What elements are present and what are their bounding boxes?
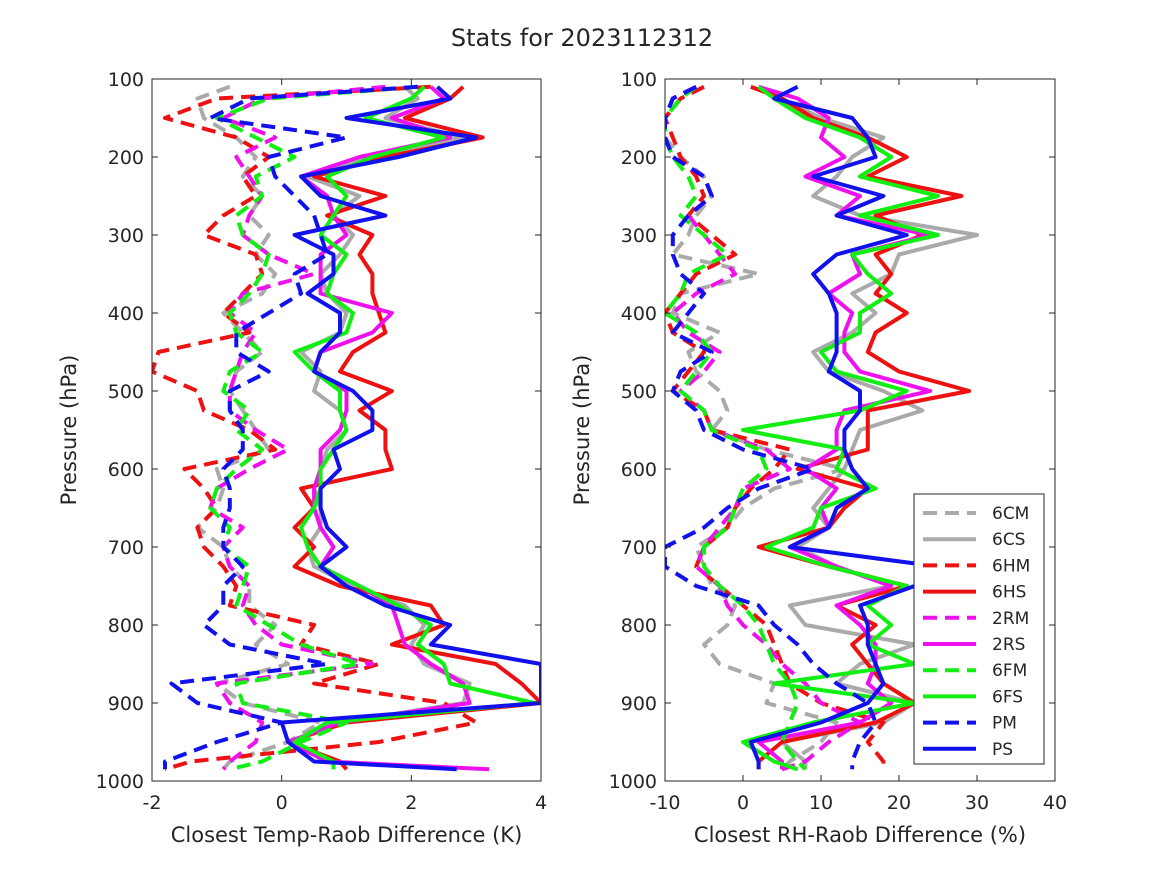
- y-tick-label-rh: 800: [621, 615, 657, 637]
- y-tick-label-rh: 300: [621, 225, 657, 247]
- legend-label-PM: PM: [992, 714, 1017, 734]
- x-axis-label-rh: Closest RH-Raob Difference (%): [694, 823, 1026, 847]
- y-tick-label-rh: 200: [621, 147, 657, 169]
- legend-label-6CS: 6CS: [992, 530, 1025, 550]
- legend-label-6FM: 6FM: [992, 661, 1027, 681]
- y-tick-label-rh: 600: [621, 459, 657, 481]
- y-tick-label-temp: 100: [108, 69, 144, 91]
- legend-label-6HM: 6HM: [992, 556, 1030, 576]
- x-tick-label-rh: -10: [649, 792, 680, 814]
- series-6HS-rh: [750, 84, 972, 770]
- legend-label-6CM: 6CM: [992, 504, 1029, 524]
- x-tick-label-rh: 0: [737, 792, 749, 814]
- x-tick-label-rh: 20: [887, 792, 911, 814]
- y-tick-label-temp: 200: [108, 147, 144, 169]
- y-tick-label-rh: 900: [621, 693, 657, 715]
- legend-label-PS: PS: [992, 740, 1013, 760]
- y-tick-label-rh: 1000: [609, 771, 657, 793]
- series-PM-temp: [163, 84, 418, 770]
- series-PM-rh: [665, 85, 878, 770]
- y-tick-label-rh: 700: [621, 537, 657, 559]
- y-tick-label-temp: 700: [108, 537, 144, 559]
- series-PS-temp: [279, 85, 541, 772]
- x-tick-label-temp: -2: [143, 792, 162, 814]
- y-tick-label-rh: 500: [621, 381, 657, 403]
- legend-label-2RS: 2RS: [992, 635, 1025, 655]
- y-tick-label-temp: 1000: [96, 771, 144, 793]
- legend-label-2RM: 2RM: [992, 609, 1029, 629]
- y-tick-label-rh: 400: [621, 303, 657, 325]
- series-6HS-temp: [286, 85, 541, 771]
- x-axis-label-temp: Closest Temp-Raob Difference (K): [171, 823, 523, 847]
- series-6FM-rh: [665, 85, 807, 771]
- y-tick-label-temp: 800: [108, 615, 144, 637]
- x-tick-label-temp: 2: [405, 792, 417, 814]
- y-tick-label-temp: 300: [108, 225, 144, 247]
- series-PS-rh: [748, 85, 940, 770]
- y-tick-label-temp: 600: [108, 459, 144, 481]
- legend-label-6FS: 6FS: [992, 687, 1023, 707]
- x-tick-label-rh: 40: [1043, 792, 1067, 814]
- y-axis-label-temp: Pressure (hPa): [57, 355, 81, 506]
- series-6FM-temp: [208, 84, 418, 772]
- series-6FS-temp: [292, 85, 537, 770]
- y-tick-label-temp: 400: [108, 303, 144, 325]
- x-tick-label-temp: 4: [535, 792, 547, 814]
- plot-area-temp: [151, 78, 542, 782]
- y-tick-label-rh: 100: [621, 69, 657, 91]
- figure-title: Stats for 2023112312: [451, 24, 713, 52]
- series-6CS-rh: [757, 85, 979, 770]
- x-tick-label-rh: 10: [809, 792, 833, 814]
- y-tick-label-temp: 900: [108, 693, 144, 715]
- x-tick-label-temp: 0: [276, 792, 288, 814]
- legend-label-6HS: 6HS: [992, 583, 1026, 603]
- y-axis-label-rh: Pressure (hPa): [570, 355, 594, 506]
- y-tick-label-temp: 500: [108, 381, 144, 403]
- x-tick-label-rh: 30: [965, 792, 989, 814]
- plot-area-rh: [664, 78, 1056, 782]
